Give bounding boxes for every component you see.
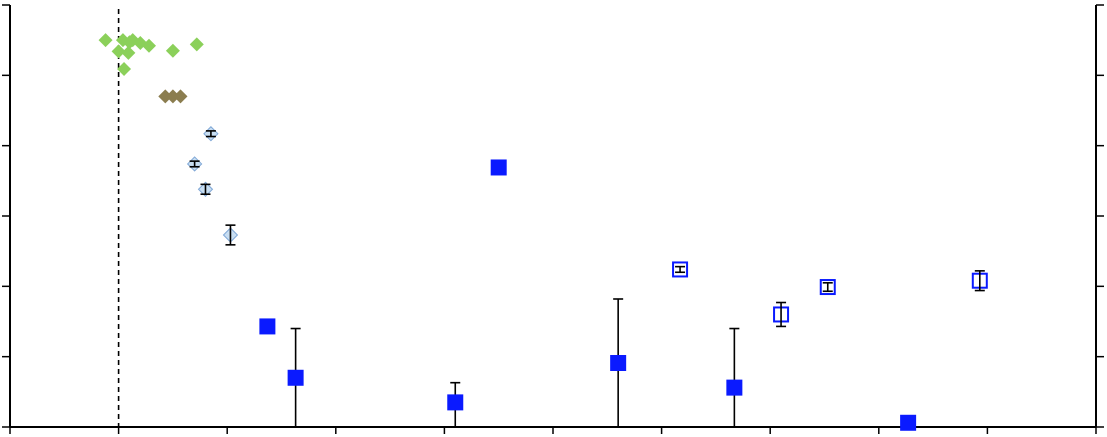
square-marker [259, 318, 276, 335]
diamond-marker [142, 38, 157, 53]
diamond-marker [98, 33, 113, 48]
diamond-marker [189, 37, 204, 52]
square-marker [447, 394, 464, 411]
diamond-marker [111, 44, 126, 59]
diamond-marker [158, 89, 173, 104]
square-marker [287, 369, 304, 386]
diamond-marker [121, 45, 136, 60]
diamond-marker [165, 43, 180, 58]
square-marker [610, 354, 627, 371]
square-marker [900, 414, 917, 431]
diamond-marker [165, 89, 180, 104]
diamond-marker [117, 62, 132, 77]
diamond-marker [173, 89, 188, 104]
square-marker [726, 379, 743, 396]
square-marker [490, 159, 507, 176]
